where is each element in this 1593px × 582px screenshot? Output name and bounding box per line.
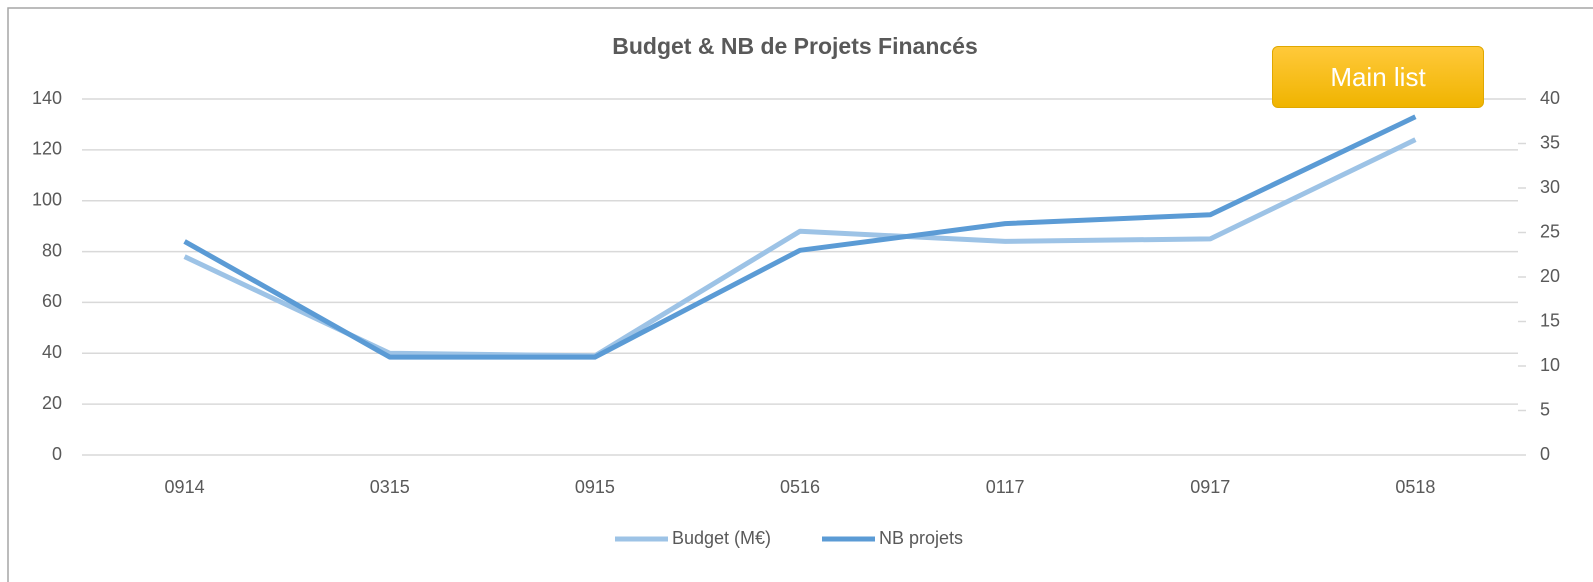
x-tick-label: 0917 [1190, 477, 1230, 497]
y-tick-label: 60 [42, 291, 62, 311]
x-tick-label: 0518 [1395, 477, 1435, 497]
x-tick-label: 0516 [780, 477, 820, 497]
series-line [183, 137, 1417, 359]
y2-tick-label: 35 [1540, 132, 1560, 152]
main-list-button[interactable]: Main list [1272, 46, 1484, 108]
y-tick-label: 40 [42, 342, 62, 362]
y-tick-label: 20 [42, 393, 62, 413]
y2-tick-label: 10 [1540, 355, 1560, 375]
legend-label: NB projets [879, 528, 963, 548]
x-tick-label: 0914 [165, 477, 205, 497]
y2-tick-label: 15 [1540, 310, 1560, 330]
x-tick-label: 0117 [986, 477, 1025, 497]
y2-tick-label: 0 [1540, 444, 1550, 464]
y2-tick-label: 25 [1540, 221, 1560, 241]
y-tick-label: 100 [32, 189, 62, 209]
y-tick-label: 140 [32, 88, 62, 108]
chart-title: Budget & NB de Projets Financés [612, 33, 978, 59]
series-line [183, 114, 1417, 360]
x-tick-label: 0915 [575, 477, 615, 497]
y2-tick-label: 5 [1540, 399, 1550, 419]
y-tick-label: 0 [52, 444, 62, 464]
y2-tick-label: 30 [1540, 177, 1560, 197]
y2-tick-label: 20 [1540, 266, 1560, 286]
x-tick-label: 0315 [370, 477, 410, 497]
legend-label: Budget (M€) [672, 528, 771, 548]
y2-tick-label: 40 [1540, 88, 1560, 108]
y-tick-label: 120 [32, 139, 62, 159]
y-tick-label: 80 [42, 240, 62, 260]
